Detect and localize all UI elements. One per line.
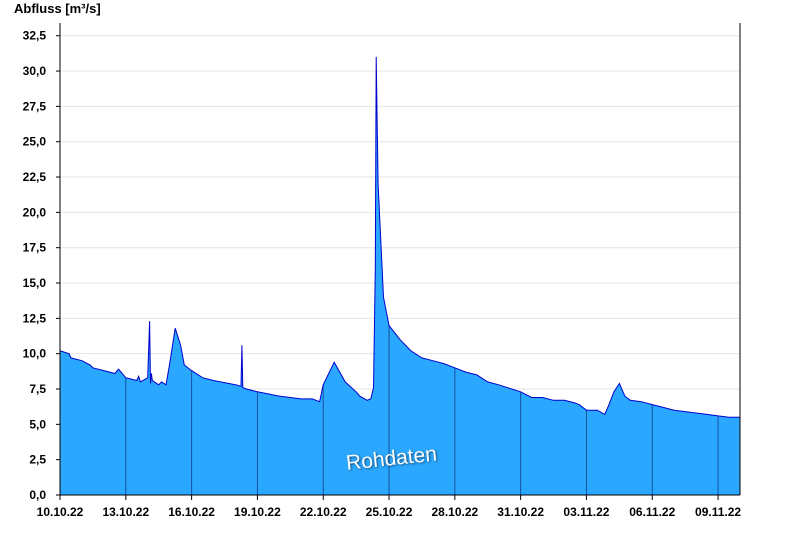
axis-tick-marks xyxy=(125,325,719,495)
x-tick-label: 13.10.22 xyxy=(102,505,149,519)
y-tick-label: 30,0 xyxy=(23,64,47,78)
x-tick-label: 19.10.22 xyxy=(234,505,281,519)
y-tick-label: 27,5 xyxy=(23,99,47,113)
y-tick-label: 32,5 xyxy=(23,29,47,43)
y-tick-label: 25,0 xyxy=(23,135,47,149)
y-tick-label: 22,5 xyxy=(23,170,47,184)
x-tick-label: 25.10.22 xyxy=(366,505,413,519)
y-tick-label: 20,0 xyxy=(23,205,47,219)
y-tick-label: 10,0 xyxy=(23,347,47,361)
x-tick-label: 10.10.22 xyxy=(37,505,84,519)
x-tick-label: 22.10.22 xyxy=(300,505,347,519)
x-tick-label: 09.11.22 xyxy=(695,505,741,519)
plot-frame xyxy=(59,23,741,496)
y-tick-label: 12,5 xyxy=(23,311,47,325)
x-tick-label: 06.11.22 xyxy=(629,505,675,519)
x-tick-label: 16.10.22 xyxy=(168,505,215,519)
y-tick-label: 2,5 xyxy=(29,453,46,467)
x-tick-label: 28.10.22 xyxy=(431,505,478,519)
y-tick-label: 7,5 xyxy=(29,382,46,396)
y-tick-label: 17,5 xyxy=(23,241,47,255)
discharge-area xyxy=(60,56,740,496)
x-tick-label: 03.11.22 xyxy=(563,505,609,519)
x-tick-label: 31.10.22 xyxy=(497,505,544,519)
discharge-line xyxy=(59,56,740,418)
y-axis-title: Abfluss [m³/s] xyxy=(14,1,101,16)
y-tick-label: 15,0 xyxy=(23,276,47,290)
y-tick-label: 0,0 xyxy=(29,488,46,502)
x-tick-labels: 10.10.22 13.10.22 16.10.22 19.10.22 22.10.22… xyxy=(37,495,741,519)
y-tick-label: 5,0 xyxy=(29,417,46,431)
y-tick-labels: 0,0 2,5 5,0 7,5 10,0 12,5 15,0 17,5 20,0 22,5 25,0… xyxy=(23,29,60,502)
